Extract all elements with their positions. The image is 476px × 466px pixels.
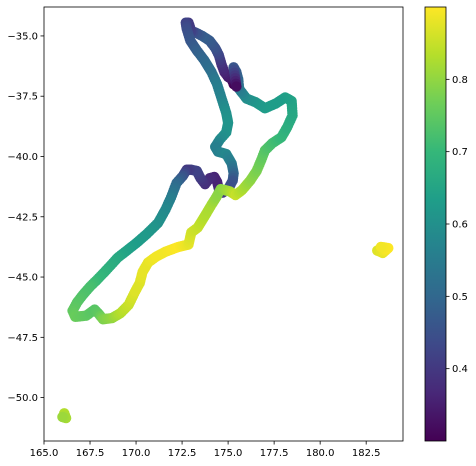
x-tick-label: 177.5 xyxy=(260,448,289,459)
colorbar-tick-label: 0.4 xyxy=(452,364,468,375)
colorbar-gradient xyxy=(425,7,446,441)
axes: 165.0 167.5 170.0 172.5 175.0 177.5 180.0 182.5… xyxy=(7,6,404,459)
colorbar-tick-label: 0.6 xyxy=(452,220,468,231)
plot-frame xyxy=(43,6,404,442)
colorbar-tick-label: 0.5 xyxy=(452,292,468,303)
y-tick-label: −50.0 xyxy=(7,393,38,404)
y-tick-label: −47.5 xyxy=(7,333,38,344)
scatter-point xyxy=(231,81,242,92)
x-tick-label: 167.5 xyxy=(76,448,105,459)
x-tick-label: 165.0 xyxy=(30,448,59,459)
y-tick-label: −42.5 xyxy=(7,212,38,223)
x-tick-label: 182.5 xyxy=(352,448,381,459)
y-tick-label: −37.5 xyxy=(7,92,38,103)
y-tick-label: −45.0 xyxy=(7,273,38,284)
x-tick-label: 180.0 xyxy=(306,448,335,459)
x-tick-label: 172.5 xyxy=(168,448,197,459)
scatter-point xyxy=(57,411,68,423)
y-tick-label: −40.0 xyxy=(7,152,38,163)
colorbar-tick-label: 0.8 xyxy=(452,75,468,86)
scatter-points xyxy=(57,17,394,424)
x-tick-label: 175.0 xyxy=(214,448,243,459)
colorbar: 0.4 0.5 0.6 0.7 0.8 xyxy=(424,6,468,442)
scatter-point xyxy=(375,241,387,253)
x-tick-label: 170.0 xyxy=(122,448,151,459)
y-tick-label: −35.0 xyxy=(7,31,38,42)
colorbar-tick-label: 0.7 xyxy=(452,147,468,158)
